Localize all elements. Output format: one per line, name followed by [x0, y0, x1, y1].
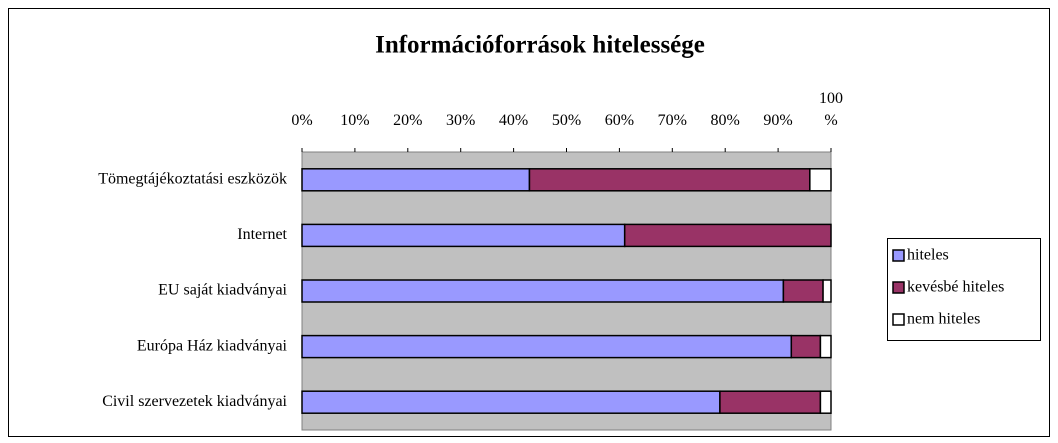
bar-segment: [782, 279, 824, 303]
x-tick-label: 80%: [710, 112, 740, 129]
y-tick-label: Európa Ház kiadványai: [137, 337, 288, 354]
legend-box: [887, 238, 1041, 341]
x-tick-label: 30%: [446, 112, 476, 129]
legend-label: hiteles: [907, 247, 949, 264]
bar-segment: [301, 334, 793, 359]
legend-swatch: [892, 313, 905, 326]
y-tick-label: Tömegtájékoztatási eszközök: [98, 170, 287, 187]
legend-label: nem hiteles: [907, 311, 980, 328]
x-tick-label: 70%: [657, 112, 687, 129]
bar-segment: [819, 390, 832, 414]
bar-segment: [301, 168, 531, 192]
y-tick-label: Internet: [237, 226, 287, 243]
bar-segment: [301, 390, 721, 414]
bar-segment: [819, 334, 832, 359]
x-tick-label: 20%: [393, 112, 423, 129]
bar-segment: [719, 390, 822, 414]
bar-segment: [528, 168, 811, 192]
x-tick-label: 0%: [291, 112, 313, 129]
legend-swatch: [892, 281, 905, 294]
x-tick-label: 90%: [763, 112, 793, 129]
bar-segment: [301, 279, 785, 303]
bar-segment: [790, 334, 822, 359]
legend-swatch: [892, 249, 905, 262]
bar-segment: [809, 168, 832, 192]
y-tick-label: Civil szervezetek kiadványai: [102, 393, 287, 410]
chart-title: Információforrások hitelessége: [375, 32, 705, 59]
bar-segment: [822, 279, 832, 303]
bar-segment: [623, 223, 832, 248]
y-tick-label: EU saját kiadványai: [158, 282, 287, 299]
x-tick-label: 100 %: [819, 90, 843, 129]
x-tick-label: 40%: [498, 112, 529, 129]
x-tick-label: 50%: [551, 112, 582, 129]
x-tick-label: 60%: [604, 112, 635, 129]
bar-segment: [301, 223, 626, 248]
x-tick-label: 10%: [340, 112, 370, 129]
legend-label: kevésbé hiteles: [907, 279, 1004, 296]
